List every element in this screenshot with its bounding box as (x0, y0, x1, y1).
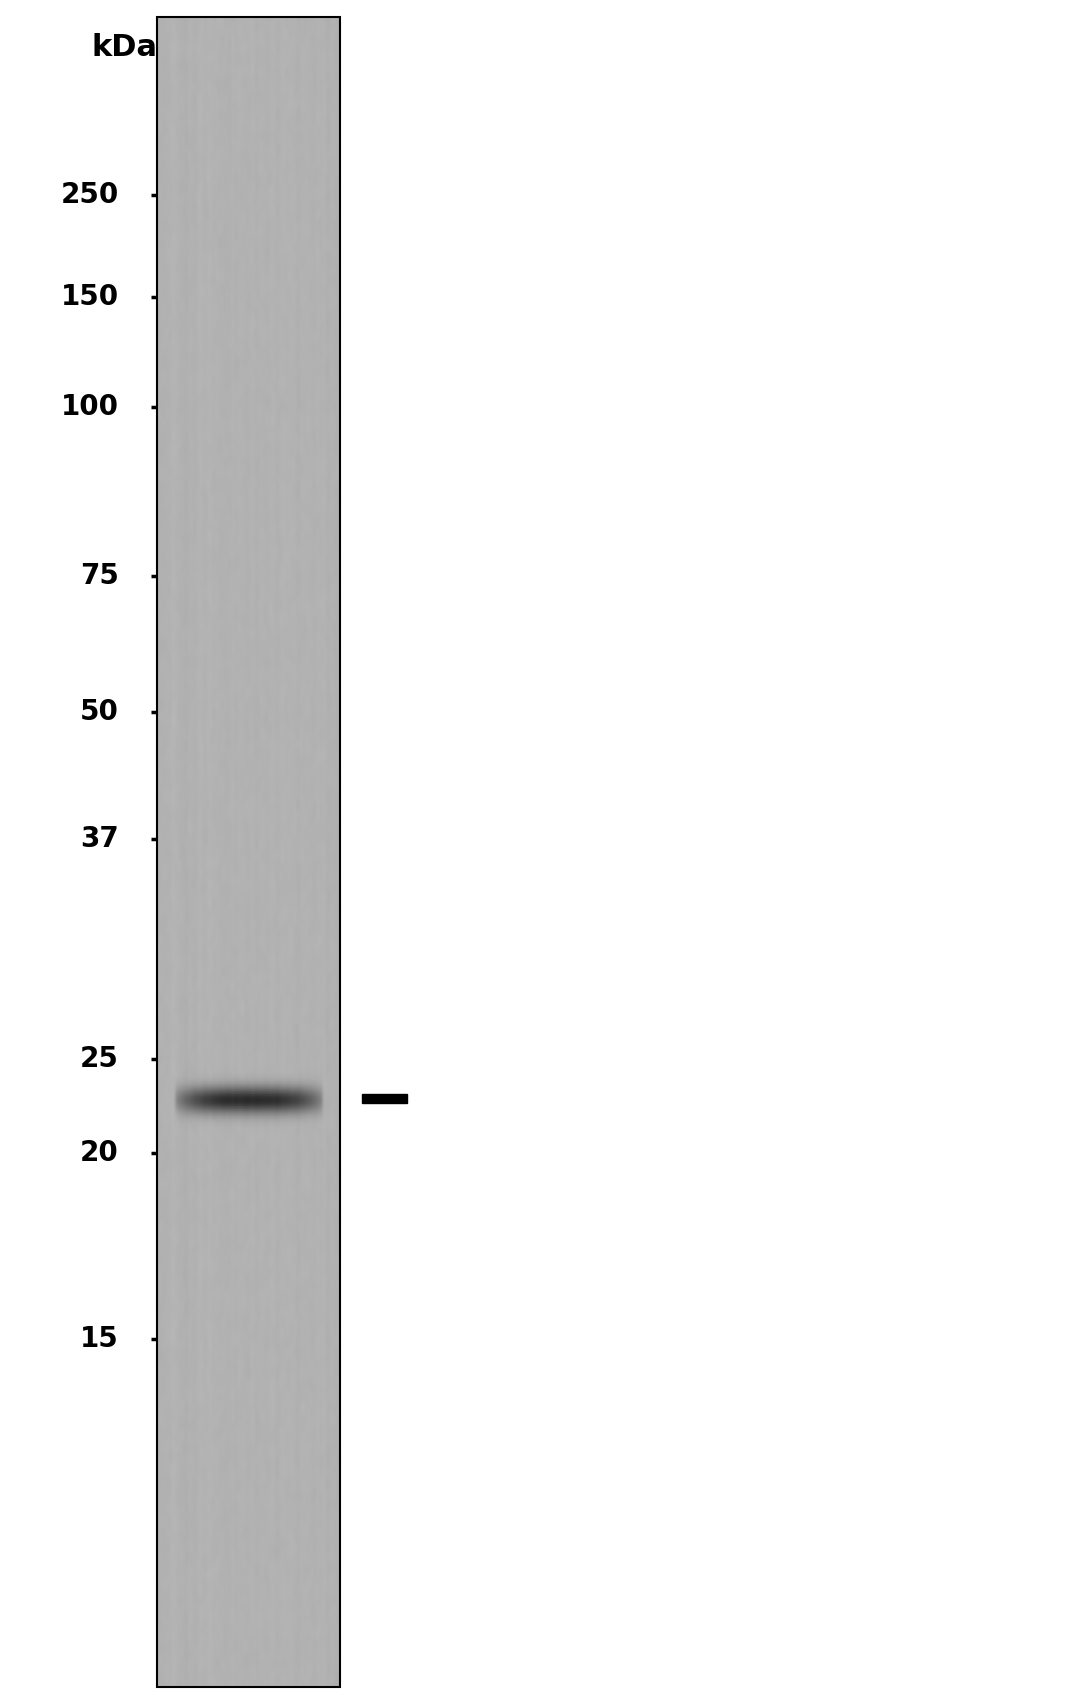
Text: 100: 100 (60, 393, 119, 420)
Bar (157, 17, 340, 1687)
Text: 250: 250 (60, 181, 119, 208)
Text: 37: 37 (80, 825, 119, 853)
Text: 20: 20 (80, 1139, 119, 1166)
Text: 50: 50 (80, 698, 119, 725)
Text: 15: 15 (80, 1325, 119, 1353)
Text: 25: 25 (80, 1046, 119, 1073)
Text: 150: 150 (60, 283, 119, 310)
Text: kDa: kDa (91, 32, 158, 63)
Bar (362, 1095, 407, 1103)
Text: 75: 75 (80, 563, 119, 590)
